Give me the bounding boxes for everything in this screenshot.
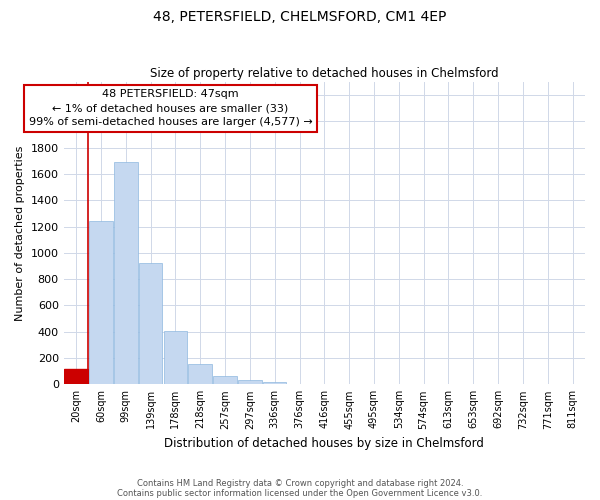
Text: Contains public sector information licensed under the Open Government Licence v3: Contains public sector information licen… (118, 488, 482, 498)
Title: Size of property relative to detached houses in Chelmsford: Size of property relative to detached ho… (150, 66, 499, 80)
Y-axis label: Number of detached properties: Number of detached properties (15, 146, 25, 321)
Bar (64, 368, 88, 384)
Bar (188, 364, 212, 384)
Text: 48 PETERSFIELD: 47sqm
← 1% of detached houses are smaller (33)
99% of semi-detac: 48 PETERSFIELD: 47sqm ← 1% of detached h… (29, 90, 312, 128)
Bar (213, 376, 237, 384)
X-axis label: Distribution of detached houses by size in Chelmsford: Distribution of detached houses by size … (164, 437, 484, 450)
Bar (263, 382, 286, 384)
Bar (89, 220, 113, 384)
Bar (238, 380, 262, 384)
Bar (114, 162, 137, 384)
Text: Contains HM Land Registry data © Crown copyright and database right 2024.: Contains HM Land Registry data © Crown c… (137, 478, 463, 488)
Text: 48, PETERSFIELD, CHELMSFORD, CM1 4EP: 48, PETERSFIELD, CHELMSFORD, CM1 4EP (154, 10, 446, 24)
Bar (164, 331, 187, 384)
Bar (139, 264, 163, 384)
